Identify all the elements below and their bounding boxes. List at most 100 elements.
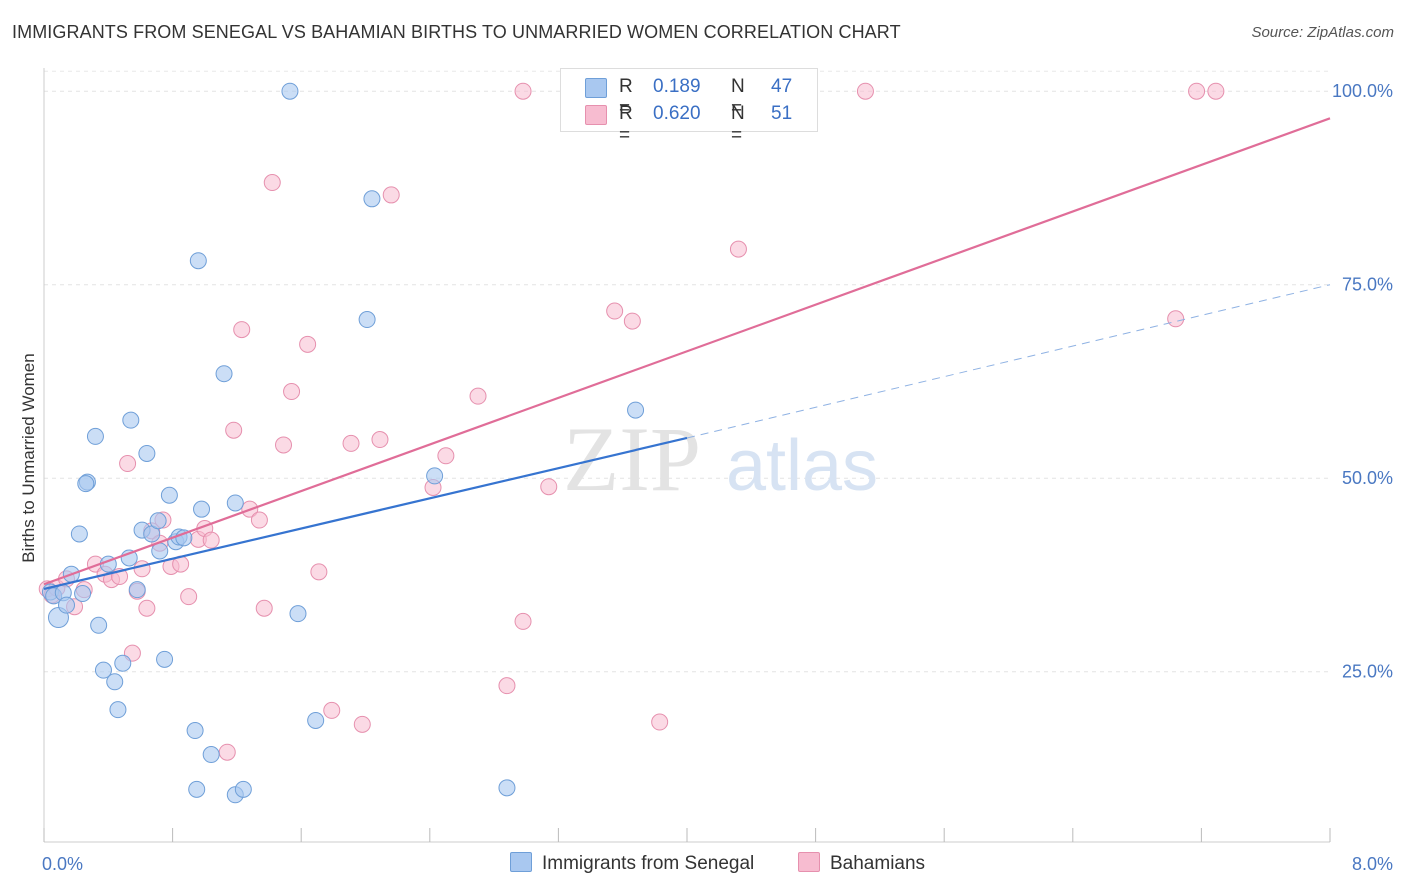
data-point-senegal (106, 673, 124, 691)
data-point-senegal (109, 701, 127, 719)
data-point-bahamians (1207, 82, 1225, 100)
legend: R = 0.189 N = 47 R = 0.620 N = 51 (560, 68, 818, 146)
data-point-bahamians (1188, 82, 1206, 100)
data-point-bahamians (233, 321, 251, 339)
data-point-senegal (426, 467, 444, 485)
data-point-senegal (122, 411, 140, 429)
data-point-bahamians (255, 599, 273, 617)
data-point-senegal (189, 252, 207, 270)
data-point-senegal (281, 82, 299, 100)
watermark: ZIP atlas (563, 408, 878, 510)
data-point-bahamians (651, 713, 669, 731)
data-point-senegal (74, 585, 92, 603)
data-point-senegal (94, 661, 112, 679)
data-point-bahamians (1167, 310, 1185, 328)
trend-line-senegal-extension (686, 284, 1331, 439)
legend-r-label: R = (619, 103, 633, 146)
data-point-bahamians (437, 447, 455, 465)
data-point-bahamians (133, 560, 151, 578)
trend-line-senegal (43, 436, 688, 590)
data-point-senegal (90, 616, 108, 634)
data-point-senegal (363, 190, 381, 208)
legend-r-value: 0.620 (653, 103, 701, 124)
data-point-bahamians (382, 186, 400, 204)
data-point-bahamians (606, 302, 624, 320)
bottom-legend-bahamians: Bahamians (798, 852, 925, 875)
data-point-bahamians (119, 455, 137, 473)
y-tick-label: 25.0% (1342, 662, 1393, 682)
y-tick-label: 100.0% (1332, 81, 1393, 101)
legend-r-value: 0.189 (653, 76, 701, 97)
legend-n-value: 47 (771, 76, 793, 97)
bottom-legend-senegal: Immigrants from Senegal (510, 852, 754, 875)
data-point-senegal (58, 596, 76, 614)
bottom-legend-label: Bahamians (830, 853, 926, 874)
axes (43, 68, 1331, 843)
legend-n-value: 51 (771, 103, 793, 124)
y-axis-label: Births to Unmarried Women (19, 353, 38, 562)
y-tick-label: 75.0% (1342, 275, 1393, 295)
data-point-bahamians (283, 383, 301, 401)
data-point-bahamians (218, 743, 236, 761)
data-point-senegal (358, 311, 376, 329)
data-point-senegal (226, 494, 244, 512)
data-point-bahamians (299, 335, 317, 353)
data-point-senegal (193, 500, 211, 518)
x-tick-label-min: 0.0% (42, 854, 83, 874)
data-point-bahamians (225, 421, 243, 439)
bottom-legend-swatch-blue (510, 852, 532, 872)
data-point-bahamians (514, 82, 532, 100)
data-point-bahamians (250, 511, 268, 529)
y-tick-label: 50.0% (1342, 468, 1393, 488)
watermark-atlas: atlas (726, 426, 878, 506)
data-point-bahamians (138, 599, 156, 617)
data-point-senegal (234, 780, 252, 798)
data-point-bahamians (310, 563, 328, 581)
legend-r-label: R = (619, 76, 633, 119)
data-point-bahamians (623, 312, 641, 330)
data-point-senegal (114, 654, 132, 672)
grid-lines (44, 70, 1330, 673)
data-point-bahamians (275, 436, 293, 454)
data-point-bahamians (202, 531, 220, 549)
watermark-zip: ZIP (563, 408, 701, 510)
bottom-legend-swatch-pink (798, 852, 820, 872)
data-point-senegal (215, 365, 233, 383)
legend-n-label: N = (731, 103, 745, 146)
bottom-legend-label: Immigrants from Senegal (542, 853, 755, 874)
data-point-senegal (307, 711, 325, 729)
data-point-senegal (202, 746, 220, 764)
data-point-bahamians (323, 701, 341, 719)
x-tick-label-max: 8.0% (1352, 854, 1393, 874)
data-point-bahamians (342, 434, 360, 452)
data-point-senegal (156, 650, 174, 668)
legend-swatch-blue (585, 78, 607, 98)
data-point-bahamians (729, 240, 747, 258)
data-point-senegal (86, 427, 104, 445)
data-point-bahamians (540, 478, 558, 496)
tick-labels: 25.0% 50.0% 75.0% 100.0% 0.0% 8.0% (42, 81, 1393, 874)
data-point-bahamians (514, 612, 532, 630)
data-point-bahamians (371, 431, 389, 449)
data-point-bahamians (856, 82, 874, 100)
trend-lines (43, 117, 1331, 590)
data-point-senegal (188, 780, 206, 798)
data-point-senegal (186, 722, 204, 740)
trend-line-bahamians (43, 117, 1331, 586)
series-senegal-points (41, 82, 645, 804)
data-point-bahamians (469, 387, 487, 405)
legend-swatch-pink (585, 105, 607, 125)
data-point-senegal (70, 525, 88, 543)
source-label: Source: ZipAtlas.com (1251, 24, 1394, 41)
data-point-senegal (289, 605, 307, 623)
data-point-senegal (128, 581, 146, 599)
data-point-senegal (160, 486, 178, 504)
legend-n-label: N = (731, 76, 745, 119)
data-point-senegal (138, 444, 156, 462)
data-point-senegal (627, 401, 645, 419)
data-point-senegal (175, 529, 193, 547)
chart-title: IMMIGRANTS FROM SENEGAL VS BAHAMIAN BIRT… (12, 22, 901, 42)
data-point-senegal (498, 779, 516, 797)
data-point-senegal (77, 475, 95, 493)
